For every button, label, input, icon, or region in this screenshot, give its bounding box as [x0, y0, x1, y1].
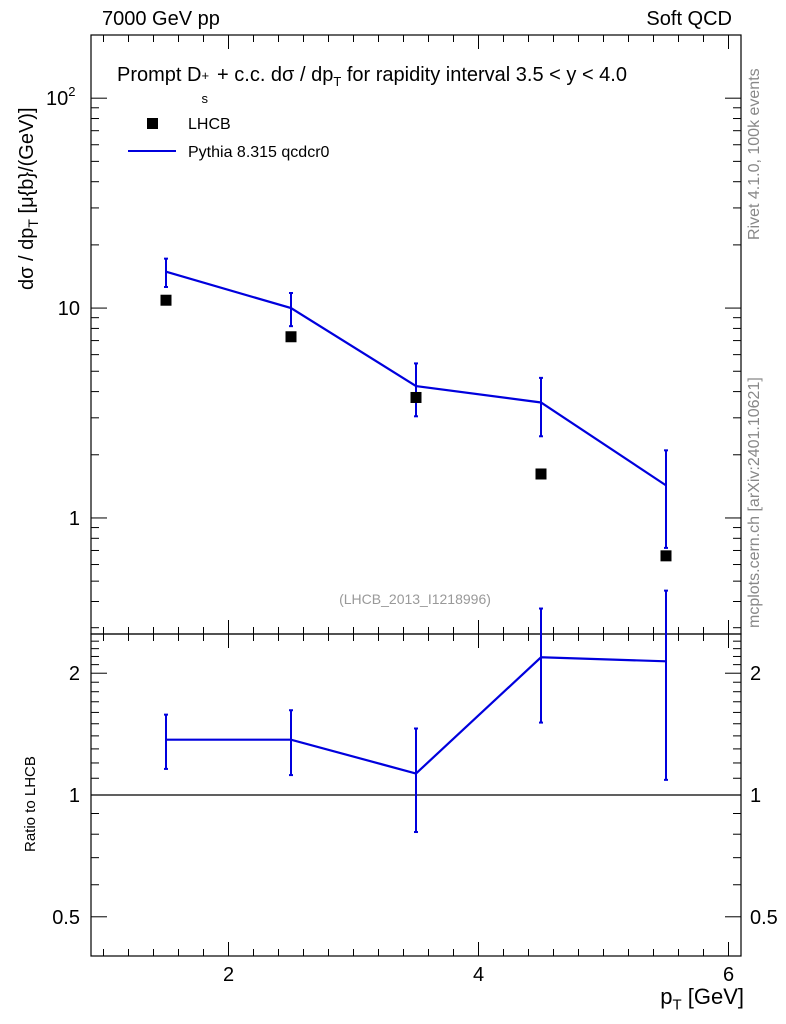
- x-tick-label: 6: [723, 964, 734, 986]
- lhcb-data-point: [660, 550, 672, 562]
- ratio-y-tick-label: 2: [69, 663, 80, 685]
- ratio-plot-marks: [91, 589, 741, 834]
- ratio-y-tick-label-right: 0.5: [750, 907, 778, 929]
- y-tick-label: 10: [58, 298, 80, 320]
- lhcb-data-point: [535, 468, 547, 480]
- lhcb-data-point: [160, 294, 172, 306]
- ratio-y-tick-label-right: 2: [750, 663, 761, 685]
- chart-title: Prompt D + s + c.c. dσ / dpT for rapidity …: [117, 64, 627, 106]
- ratio-y-tick-label: 1: [69, 785, 80, 807]
- ratio-y-tick-label-right: 1: [750, 785, 761, 807]
- lhcb-data-point: [410, 391, 422, 403]
- main-axis-ticks: 1 10 102: [46, 34, 741, 634]
- ratio-y-tick-label: 0.5: [52, 907, 80, 929]
- y-tick-label: 1: [69, 508, 80, 530]
- x-tick-label: 4: [473, 964, 484, 986]
- main-plot-marks: [160, 257, 672, 562]
- x-axis-label: pT [GeV]: [660, 984, 744, 1014]
- y-tick-label: 102: [46, 84, 75, 110]
- x-tick-label: 2: [223, 964, 234, 986]
- legend-pythia-label: Pythia 8.315 qcdcr0: [188, 144, 330, 161]
- header-right: Soft QCD: [646, 8, 732, 30]
- header-left: 7000 GeV pp: [102, 8, 220, 30]
- legend-lhcb-marker: [147, 118, 158, 129]
- legend-lhcb-label: LHCB: [188, 116, 231, 133]
- lhcb-data-point: [285, 331, 297, 343]
- ratio-axis-ticks: 2 4 6 0.5 0.5 1 1 2 2: [52, 633, 778, 986]
- analysis-id-label: (LHCB_2013_I1218996): [339, 591, 491, 607]
